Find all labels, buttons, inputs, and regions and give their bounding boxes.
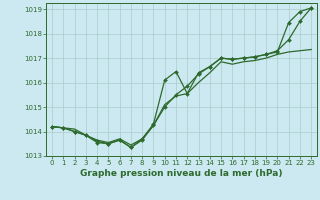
X-axis label: Graphe pression niveau de la mer (hPa): Graphe pression niveau de la mer (hPa) [80, 169, 283, 178]
